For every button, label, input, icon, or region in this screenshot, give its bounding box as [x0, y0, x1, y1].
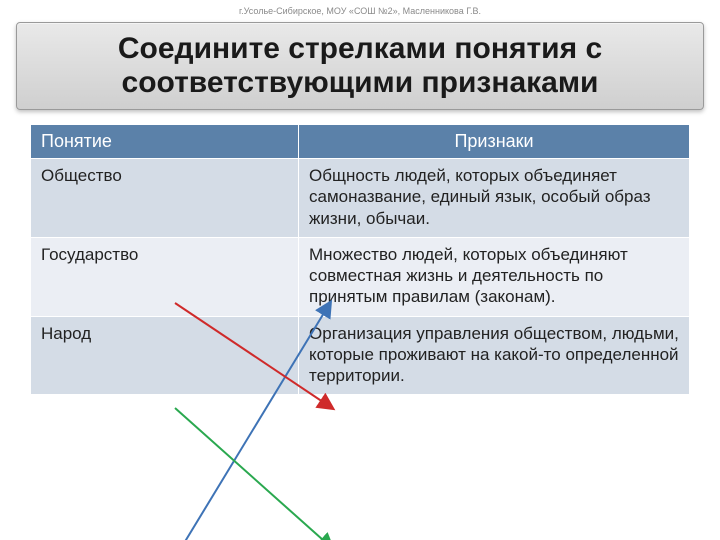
table-header-row: Понятие Признаки [31, 125, 690, 159]
term-cell: Общество [31, 159, 299, 238]
table-row: Государство Множество людей, которых объ… [31, 237, 690, 316]
term-cell: Народ [31, 316, 299, 395]
table-row: Общество Общность людей, которых объедин… [31, 159, 690, 238]
table-row: Народ Организация управления обществом, … [31, 316, 690, 395]
desc-cell: Общность людей, которых объединяет самон… [299, 159, 690, 238]
page-title: Соедините стрелками понятия с соответств… [27, 32, 693, 101]
arrow-green [175, 408, 332, 540]
header-attributes: Признаки [299, 125, 690, 159]
desc-cell: Организация управления обществом, людьми… [299, 316, 690, 395]
title-box: Соедините стрелками понятия с соответств… [16, 22, 704, 110]
header-concept: Понятие [31, 125, 299, 159]
matching-table-wrap: Понятие Признаки Общество Общность людей… [30, 124, 690, 395]
attribution-text: г.Усолье-Сибирское, МОУ «СОШ №2», Маслен… [0, 6, 720, 16]
matching-table: Понятие Признаки Общество Общность людей… [30, 124, 690, 395]
term-cell: Государство [31, 237, 299, 316]
desc-cell: Множество людей, которых объединяют совм… [299, 237, 690, 316]
